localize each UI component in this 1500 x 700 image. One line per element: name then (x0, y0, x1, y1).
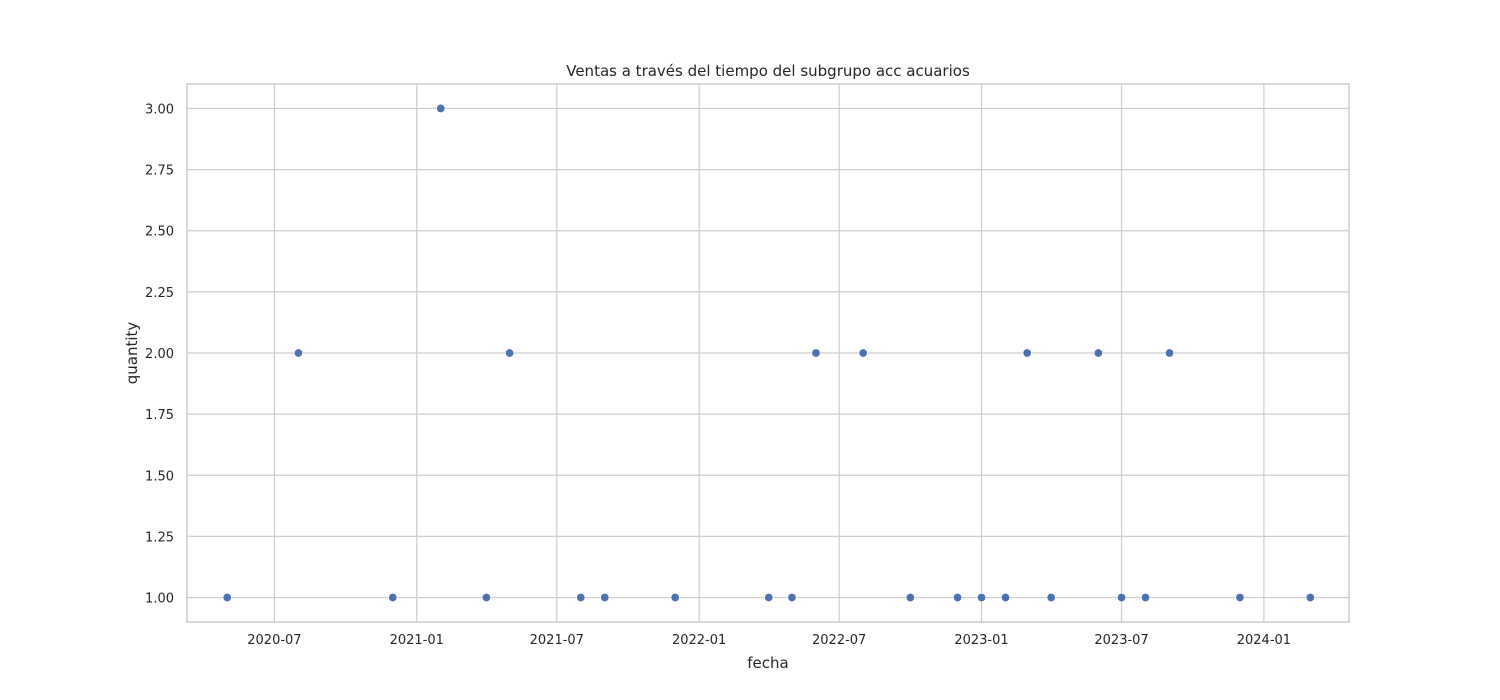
y-tick-label: 2.50 (145, 225, 174, 240)
data-point (1305, 592, 1316, 603)
x-tick-label: 2022-07 (812, 633, 866, 648)
data-point (1140, 592, 1151, 603)
data-point (481, 592, 492, 603)
data-point (952, 592, 963, 603)
data-point (764, 592, 774, 603)
y-gridlines (187, 107, 1349, 599)
y-tick-label: 1.00 (145, 592, 174, 607)
y-tick-label: 2.75 (145, 164, 174, 179)
x-tick-label: 2021-01 (390, 633, 444, 648)
data-point (504, 348, 515, 358)
chart-title: Ventas a través del tiempo del subgrupo … (566, 62, 970, 80)
data-point (858, 348, 868, 358)
data-point (1000, 592, 1011, 603)
x-tick-labels: 2020-07 2021-01 2021-07 2022-01 2022-07 2023-… (247, 633, 1291, 648)
data-point (787, 592, 797, 603)
data-point (1022, 348, 1032, 358)
x-tick-label: 2021-07 (530, 633, 584, 648)
data-points (222, 103, 1316, 603)
data-point (670, 592, 680, 603)
x-tick-label: 2023-01 (954, 633, 1008, 648)
x-tick-label: 2022-01 (672, 633, 726, 648)
data-point (1046, 592, 1056, 603)
y-tick-label: 2.25 (145, 286, 174, 301)
x-axis-label: fecha (747, 654, 788, 672)
plot-frame (186, 83, 1350, 623)
data-point (1164, 348, 1175, 358)
x-tick-label: 2024-01 (1237, 633, 1291, 648)
y-tick-label: 3.00 (145, 102, 174, 117)
x-tick-label: 2020-07 (247, 633, 301, 648)
data-point (600, 592, 610, 603)
y-tick-label: 2.00 (145, 347, 174, 362)
y-tick-label: 1.75 (145, 408, 174, 423)
x-gridlines (273, 84, 1265, 622)
data-point (576, 592, 586, 603)
data-point (293, 348, 304, 358)
y-tick-labels: 1.00 1.25 1.50 1.75 2.00 2.25 2.50 2.75 3.00 (145, 102, 174, 606)
data-point (976, 592, 987, 603)
data-point (811, 348, 821, 358)
data-point (905, 592, 916, 603)
data-point (1116, 592, 1127, 603)
y-axis-label: quantity (123, 322, 141, 385)
y-tick-label: 1.50 (145, 469, 174, 484)
data-point (222, 592, 232, 603)
data-point (1235, 592, 1245, 603)
data-point (1093, 348, 1104, 358)
y-tick-label: 1.25 (145, 530, 174, 545)
data-point (436, 103, 446, 114)
x-tick-label: 2023-07 (1094, 633, 1148, 648)
data-point (388, 592, 398, 603)
